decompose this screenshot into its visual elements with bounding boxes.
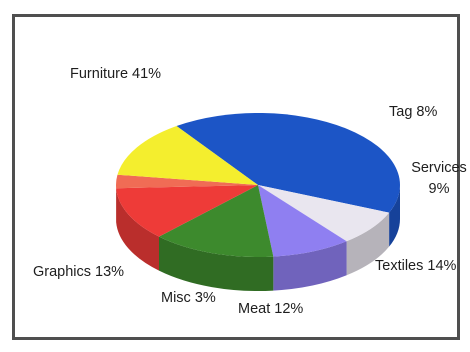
label-misc: Misc 3% (161, 290, 216, 306)
slice-side-textiles (159, 236, 274, 291)
slice-meat (116, 185, 258, 237)
slice-furniture (176, 112, 400, 213)
label-meat: Meat 12% (238, 301, 303, 317)
slice-side-meat (116, 188, 160, 271)
label-tag: Tag 8% (389, 104, 437, 120)
label-services-line2: 9% (429, 181, 450, 197)
slice-misc (116, 174, 258, 189)
slice-side-furniture (389, 185, 400, 247)
slice-services (258, 185, 347, 257)
pie-slices (116, 112, 400, 291)
label-services-line1: Services (411, 160, 467, 176)
slice-textiles (159, 185, 274, 257)
label-textiles: Textiles 14% (375, 258, 457, 274)
slice-side-services (273, 241, 347, 291)
slice-side-tag (346, 212, 390, 276)
label-graphics: Graphics 13% (33, 264, 124, 280)
slice-tag (258, 185, 390, 242)
slice-graphics (117, 126, 258, 185)
label-furniture: Furniture 41% (70, 66, 161, 82)
